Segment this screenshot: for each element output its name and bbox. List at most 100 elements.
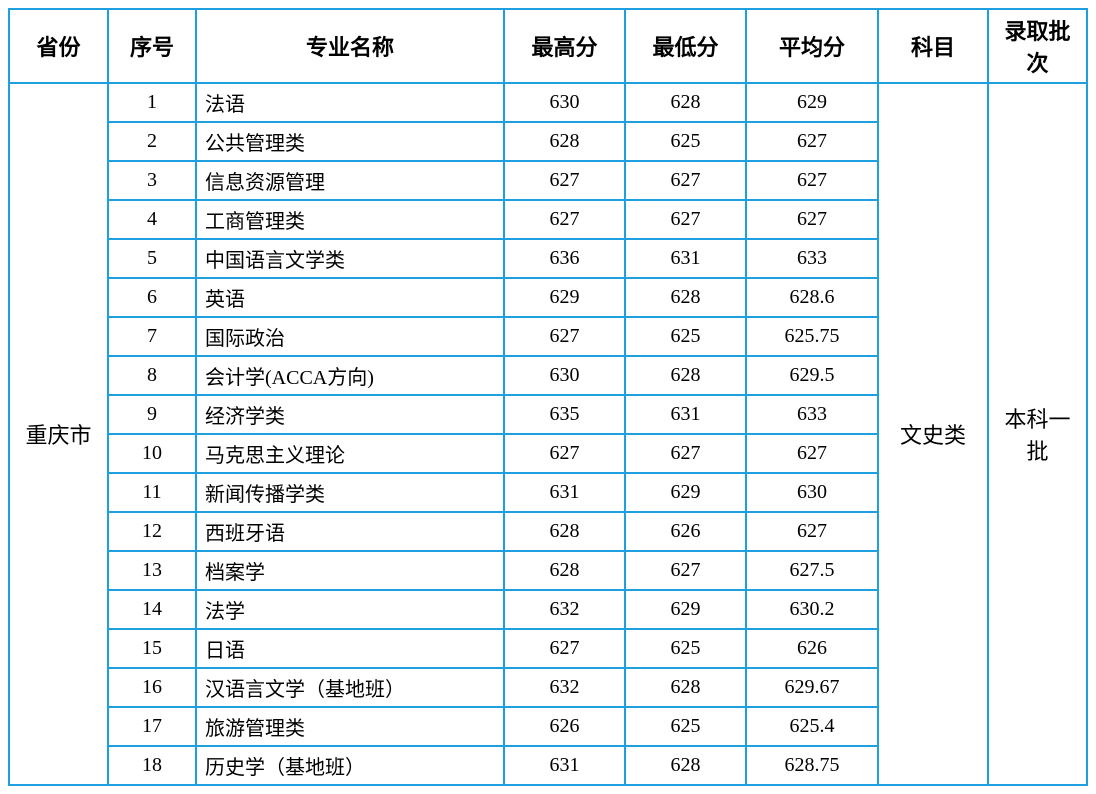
- cell-major: 西班牙语: [196, 512, 504, 551]
- cell-major: 汉语言文学（基地班）: [196, 668, 504, 707]
- header-max: 最高分: [504, 9, 625, 83]
- header-major: 专业名称: [196, 9, 504, 83]
- cell-max: 626: [504, 707, 625, 746]
- cell-major: 中国语言文学类: [196, 239, 504, 278]
- cell-max: 629: [504, 278, 625, 317]
- cell-subject: 文史类: [878, 83, 988, 785]
- cell-major: 档案学: [196, 551, 504, 590]
- cell-avg: 628.6: [746, 278, 878, 317]
- cell-seq: 9: [108, 395, 196, 434]
- table-header: 省份 序号 专业名称 最高分 最低分 平均分 科目 录取批次: [9, 9, 1087, 83]
- cell-seq: 8: [108, 356, 196, 395]
- cell-avg: 627: [746, 434, 878, 473]
- cell-province: 重庆市: [9, 83, 108, 785]
- cell-major: 马克思主义理论: [196, 434, 504, 473]
- header-province: 省份: [9, 9, 108, 83]
- cell-seq: 2: [108, 122, 196, 161]
- cell-seq: 5: [108, 239, 196, 278]
- cell-min: 628: [625, 83, 746, 122]
- cell-min: 628: [625, 278, 746, 317]
- header-avg: 平均分: [746, 9, 878, 83]
- cell-seq: 6: [108, 278, 196, 317]
- cell-major: 信息资源管理: [196, 161, 504, 200]
- cell-min: 631: [625, 395, 746, 434]
- cell-major: 经济学类: [196, 395, 504, 434]
- cell-min: 625: [625, 707, 746, 746]
- cell-major: 公共管理类: [196, 122, 504, 161]
- cell-max: 630: [504, 356, 625, 395]
- cell-major: 国际政治: [196, 317, 504, 356]
- cell-max: 630: [504, 83, 625, 122]
- table-body: 重庆市1法语630628629文史类本科一批2公共管理类6286256273信息…: [9, 83, 1087, 785]
- header-seq: 序号: [108, 9, 196, 83]
- cell-seq: 18: [108, 746, 196, 785]
- cell-major: 旅游管理类: [196, 707, 504, 746]
- cell-min: 631: [625, 239, 746, 278]
- cell-major: 法语: [196, 83, 504, 122]
- cell-avg: 626: [746, 629, 878, 668]
- cell-major: 新闻传播学类: [196, 473, 504, 512]
- cell-max: 627: [504, 200, 625, 239]
- cell-avg: 630: [746, 473, 878, 512]
- cell-min: 629: [625, 590, 746, 629]
- cell-seq: 10: [108, 434, 196, 473]
- cell-min: 628: [625, 746, 746, 785]
- cell-min: 627: [625, 161, 746, 200]
- cell-min: 627: [625, 200, 746, 239]
- cell-avg: 627: [746, 161, 878, 200]
- cell-avg: 629.5: [746, 356, 878, 395]
- header-subject: 科目: [878, 9, 988, 83]
- cell-seq: 13: [108, 551, 196, 590]
- cell-max: 627: [504, 161, 625, 200]
- cell-seq: 14: [108, 590, 196, 629]
- cell-seq: 16: [108, 668, 196, 707]
- cell-avg: 633: [746, 239, 878, 278]
- cell-max: 628: [504, 512, 625, 551]
- cell-min: 626: [625, 512, 746, 551]
- cell-seq: 15: [108, 629, 196, 668]
- cell-max: 628: [504, 122, 625, 161]
- header-batch: 录取批次: [988, 9, 1087, 83]
- cell-min: 628: [625, 356, 746, 395]
- cell-major: 日语: [196, 629, 504, 668]
- cell-avg: 627: [746, 122, 878, 161]
- admission-scores-table: 省份 序号 专业名称 最高分 最低分 平均分 科目 录取批次 重庆市1法语630…: [8, 8, 1088, 786]
- cell-major: 法学: [196, 590, 504, 629]
- header-min: 最低分: [625, 9, 746, 83]
- cell-max: 627: [504, 317, 625, 356]
- cell-max: 635: [504, 395, 625, 434]
- cell-seq: 4: [108, 200, 196, 239]
- cell-max: 627: [504, 629, 625, 668]
- cell-max: 628: [504, 551, 625, 590]
- cell-major: 工商管理类: [196, 200, 504, 239]
- cell-min: 629: [625, 473, 746, 512]
- cell-avg: 627.5: [746, 551, 878, 590]
- cell-min: 627: [625, 434, 746, 473]
- cell-min: 628: [625, 668, 746, 707]
- cell-avg: 628.75: [746, 746, 878, 785]
- cell-avg: 625.75: [746, 317, 878, 356]
- cell-max: 632: [504, 668, 625, 707]
- cell-seq: 11: [108, 473, 196, 512]
- cell-min: 625: [625, 122, 746, 161]
- cell-avg: 627: [746, 512, 878, 551]
- cell-avg: 627: [746, 200, 878, 239]
- cell-seq: 12: [108, 512, 196, 551]
- cell-max: 632: [504, 590, 625, 629]
- cell-major: 历史学（基地班）: [196, 746, 504, 785]
- cell-max: 631: [504, 473, 625, 512]
- cell-max: 627: [504, 434, 625, 473]
- cell-max: 631: [504, 746, 625, 785]
- cell-seq: 7: [108, 317, 196, 356]
- cell-max: 636: [504, 239, 625, 278]
- cell-seq: 3: [108, 161, 196, 200]
- cell-avg: 630.2: [746, 590, 878, 629]
- cell-min: 627: [625, 551, 746, 590]
- table-row: 重庆市1法语630628629文史类本科一批: [9, 83, 1087, 122]
- cell-avg: 629.67: [746, 668, 878, 707]
- cell-min: 625: [625, 317, 746, 356]
- cell-batch: 本科一批: [988, 83, 1087, 785]
- cell-major: 英语: [196, 278, 504, 317]
- cell-seq: 17: [108, 707, 196, 746]
- cell-avg: 629: [746, 83, 878, 122]
